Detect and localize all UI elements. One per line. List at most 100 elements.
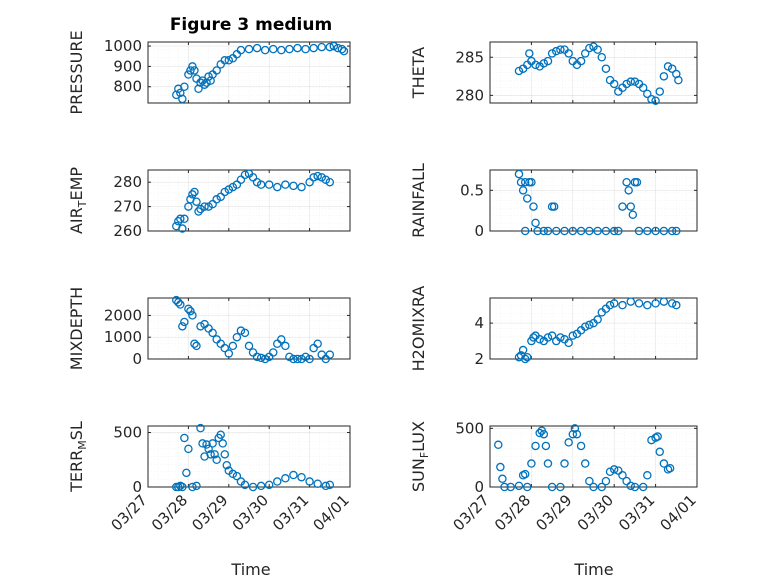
y-tick-label: 500 — [455, 419, 484, 437]
data-point — [622, 79, 631, 89]
data-point — [301, 44, 310, 54]
data-point — [297, 472, 306, 482]
data-point — [198, 439, 207, 448]
data-point — [228, 469, 238, 479]
data-point — [655, 87, 664, 96]
y-axis-label-part: SL — [67, 421, 86, 440]
subplot-8: 0 500 SUNFLUX 03/2703/2803/2903/3003/3104/0… — [409, 419, 700, 534]
data-point — [601, 64, 611, 73]
data-point — [547, 49, 557, 58]
y-tick-label: 280 — [113, 173, 142, 191]
data-point — [192, 197, 201, 206]
data-point — [248, 348, 258, 357]
data-point — [220, 450, 230, 459]
data-point — [614, 226, 623, 236]
x-tick-label: 03/28 — [491, 491, 534, 534]
data-point — [672, 226, 681, 236]
subplot-grid: 800 900 1000 PRESSURE 280 285 THETA 260 270 280 AI… — [67, 30, 700, 534]
data-point — [614, 466, 623, 475]
data-point — [244, 44, 254, 54]
data-point — [182, 468, 191, 478]
data-point — [593, 315, 602, 324]
data-point — [277, 45, 286, 55]
data-point — [529, 202, 538, 211]
data-point — [281, 180, 290, 189]
data-point — [289, 470, 298, 480]
data-point — [277, 335, 286, 344]
data-point — [252, 352, 262, 362]
figure-title: Figure 3 medium — [170, 15, 332, 35]
y-tick-label: 800 — [113, 78, 142, 96]
data-point — [268, 348, 278, 357]
data-point — [212, 335, 221, 344]
data-point — [523, 352, 532, 362]
data-point — [597, 53, 607, 62]
data-point — [667, 226, 677, 236]
data-point — [297, 182, 306, 192]
data-point — [539, 59, 549, 68]
data-point — [222, 460, 232, 470]
data-point — [297, 354, 306, 364]
data-point — [585, 320, 594, 330]
x-tick-label: 03/27 — [108, 491, 151, 534]
data-point — [560, 459, 569, 468]
data-point — [506, 482, 515, 492]
y-tick-label: 900 — [113, 57, 142, 75]
x-tick-label: 04/01 — [310, 491, 353, 534]
data-point — [188, 62, 197, 71]
data-point — [337, 44, 347, 54]
data-point — [264, 180, 274, 189]
data-point — [198, 76, 207, 85]
data-point — [208, 439, 217, 448]
y-tick-label: 280 — [455, 86, 484, 104]
data-point — [317, 42, 326, 52]
data-point — [638, 482, 648, 492]
y-tick-label: 0 — [132, 350, 142, 368]
data-point — [268, 44, 278, 54]
data-point — [206, 450, 215, 459]
data-point — [630, 482, 640, 492]
subplot-7: 0 500 TERRMSL 03/2703/2803/2903/3003/3104/0… — [67, 421, 353, 534]
data-point — [539, 429, 549, 439]
y-axis-label-part: TERR — [67, 450, 86, 493]
data-point — [609, 465, 619, 474]
data-point — [244, 341, 254, 351]
data-point — [178, 322, 187, 331]
x-tick-label: 03/28 — [148, 491, 191, 534]
subplot-2: 280 285 THETA — [409, 41, 698, 105]
data-point — [624, 186, 633, 195]
data-point — [626, 297, 636, 306]
data-point — [543, 56, 553, 66]
data-point — [556, 333, 565, 342]
data-point — [190, 66, 199, 75]
data-point — [224, 349, 234, 358]
data-point — [516, 177, 526, 187]
data-point — [301, 352, 310, 362]
data-point — [643, 226, 652, 236]
data-point — [525, 49, 534, 58]
data-point — [672, 300, 681, 310]
data-point — [184, 70, 193, 79]
data-point — [188, 482, 197, 492]
data-point — [240, 328, 250, 338]
data-point — [653, 432, 662, 441]
data-point — [309, 343, 318, 353]
data-point — [500, 482, 509, 492]
y-axis-label: RAINFALL — [409, 163, 428, 238]
data-point — [305, 354, 314, 364]
data-point — [216, 60, 225, 69]
data-point — [518, 345, 528, 355]
data-point — [281, 474, 290, 483]
subplot-6: 2 4 H2OMIXRA — [409, 286, 698, 371]
data-point — [176, 214, 185, 224]
subplot-4: 0 0.5 RAINFALL — [409, 163, 698, 240]
axes-box — [489, 41, 698, 104]
data-point — [576, 441, 586, 451]
y-tick-label: 0.5 — [460, 181, 484, 199]
data-point — [281, 341, 290, 351]
data-point — [541, 441, 551, 451]
x-tick-label: 03/30 — [574, 491, 617, 534]
data-point — [580, 459, 590, 468]
x-tick-label: 03/29 — [188, 491, 231, 534]
